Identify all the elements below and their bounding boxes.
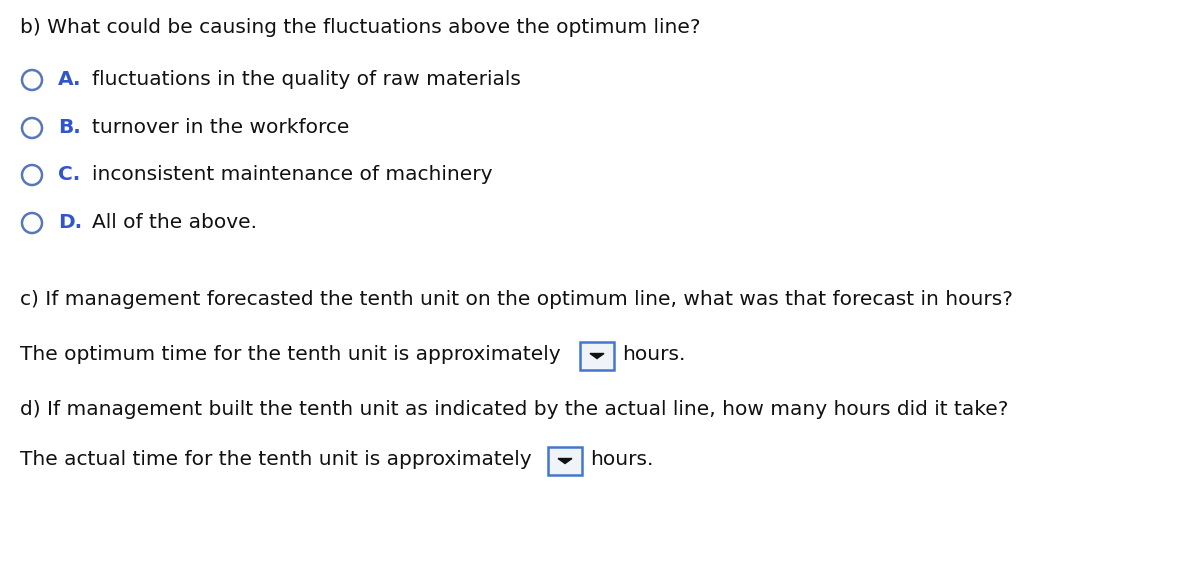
FancyBboxPatch shape	[548, 447, 582, 475]
Text: A.: A.	[58, 70, 81, 89]
Text: All of the above.: All of the above.	[92, 213, 257, 232]
FancyBboxPatch shape	[580, 342, 614, 370]
Text: The actual time for the tenth unit is approximately: The actual time for the tenth unit is ap…	[20, 450, 531, 469]
Text: b) What could be causing the fluctuations above the optimum line?: b) What could be causing the fluctuation…	[20, 18, 701, 37]
Text: B.: B.	[58, 118, 81, 137]
Text: d) If management built the tenth unit as indicated by the actual line, how many : d) If management built the tenth unit as…	[20, 400, 1008, 419]
Text: hours.: hours.	[590, 450, 654, 469]
Polygon shape	[590, 354, 604, 359]
Text: inconsistent maintenance of machinery: inconsistent maintenance of machinery	[92, 165, 492, 184]
Polygon shape	[558, 459, 573, 464]
Text: hours.: hours.	[622, 345, 686, 364]
Text: C.: C.	[58, 165, 80, 184]
Text: c) If management forecasted the tenth unit on the optimum line, what was that fo: c) If management forecasted the tenth un…	[20, 290, 1013, 309]
Text: The optimum time for the tenth unit is approximately: The optimum time for the tenth unit is a…	[20, 345, 561, 364]
Text: D.: D.	[58, 213, 82, 232]
Text: fluctuations in the quality of raw materials: fluctuations in the quality of raw mater…	[92, 70, 521, 89]
Text: turnover in the workforce: turnover in the workforce	[92, 118, 350, 137]
